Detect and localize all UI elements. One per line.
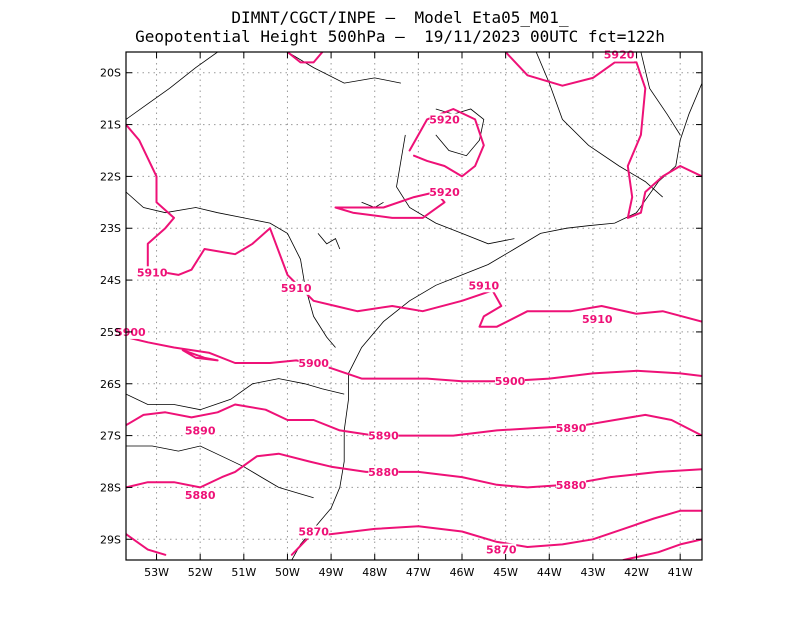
contour-label-bg [185, 489, 216, 503]
title-line-2: Geopotential Height 500hPa – 19/11/2023 … [135, 27, 665, 46]
lat-tick-label: 23S [100, 222, 121, 235]
lat-tick-label: 21S [100, 119, 121, 132]
contour-label: 5900 [495, 375, 526, 388]
lon-tick-label: 52W [188, 566, 213, 579]
lon-tick-label: 46W [450, 566, 475, 579]
contour-label-bg [368, 465, 399, 479]
coastline [287, 52, 401, 84]
coastline [535, 52, 663, 198]
coastline-layer [126, 52, 702, 560]
contour-line-5870 [126, 533, 167, 556]
contour-label-bg [429, 113, 460, 127]
coastline [126, 191, 336, 348]
contour-label: 5910 [137, 266, 168, 279]
lon-tick-label: 45W [493, 566, 518, 579]
map-axes: 20S 21S 22S 23S 24S 25S 26S 27S 28S 29S 53W 52W 51W 5… [100, 52, 702, 579]
contour-line-5900 [181, 349, 219, 362]
lon-tick-label: 48W [362, 566, 387, 579]
lat-tick-label: 28S [100, 481, 121, 494]
contour-label-bg [486, 543, 517, 557]
lon-tick-label: 42W [624, 566, 649, 579]
lon-tick-label: 43W [580, 566, 605, 579]
coastline [396, 134, 515, 245]
coastline [126, 52, 218, 120]
coastline [291, 82, 702, 560]
lat-tick-label: 26S [100, 378, 121, 391]
contour-line-5920 [504, 52, 702, 219]
lon-tick-label: 44W [537, 566, 562, 579]
contour-line-5860 [622, 538, 702, 560]
contour-line-5890 [126, 403, 702, 437]
lat-tick-label: 24S [100, 274, 121, 287]
contour-label: 5870 [486, 544, 517, 557]
contour-label-bg [281, 281, 312, 295]
contour-line-5920 [334, 191, 446, 219]
lat-tick-label: 22S [100, 170, 121, 183]
contour-label: 5870 [298, 525, 329, 538]
contour-label-bg [495, 375, 525, 389]
coastline [126, 378, 345, 411]
contour-label-bg [556, 478, 587, 492]
contour-label: 5890 [185, 424, 216, 437]
lat-tick-label: 29S [100, 533, 121, 546]
coastline [126, 445, 314, 499]
contour-label-bg [137, 266, 168, 280]
contour-label: 5900 [298, 357, 329, 370]
contour-label: 5920 [604, 49, 635, 62]
lat-tick-label: 20S [100, 67, 121, 80]
lat-tick-label: 27S [100, 430, 121, 443]
contour-label: 5910 [281, 282, 312, 295]
lon-tick-label: 47W [406, 566, 431, 579]
contour-label-bg [298, 525, 329, 539]
contour-layer [126, 52, 702, 560]
contour-label: 5920 [429, 186, 460, 199]
contour-label: 5910 [469, 279, 500, 292]
contour-label: 5920 [429, 113, 460, 126]
contour-label: 5890 [368, 430, 399, 443]
contour-line-5900 [126, 336, 702, 383]
inland-water [317, 233, 341, 250]
contour-label: 5880 [185, 489, 216, 502]
contour-label-bg [429, 185, 460, 199]
lat-tick-label: 25S [100, 326, 121, 339]
contour-label: 5890 [556, 422, 587, 435]
contour-label: 5880 [556, 479, 587, 492]
lon-tick-label: 51W [231, 566, 256, 579]
lon-tick-label: 50W [275, 566, 300, 579]
contour-label-bg [582, 312, 613, 326]
contour-label-bg [556, 421, 587, 435]
coastline [640, 52, 681, 136]
contour-label-bg [298, 357, 329, 371]
lon-tick-label: 49W [319, 566, 344, 579]
lon-tick-label: 41W [668, 566, 693, 579]
contour-label-bg [368, 429, 399, 443]
graticule-grid [126, 52, 702, 560]
contour-label: 5910 [582, 313, 613, 326]
contour-line-5920 [286, 52, 324, 64]
title-line-1: DIMNT/CGCT/INPE – Model Eta05_M01_ [231, 8, 569, 27]
inland-water [435, 108, 485, 157]
contour-label: 5880 [368, 466, 399, 479]
contour-label-bg [185, 424, 216, 438]
contour-line-5880 [126, 452, 702, 489]
lon-tick-label: 53W [144, 566, 169, 579]
contour-line-5910 [126, 123, 702, 328]
map-frame [125, 51, 703, 561]
contour-label-bg [468, 279, 499, 293]
